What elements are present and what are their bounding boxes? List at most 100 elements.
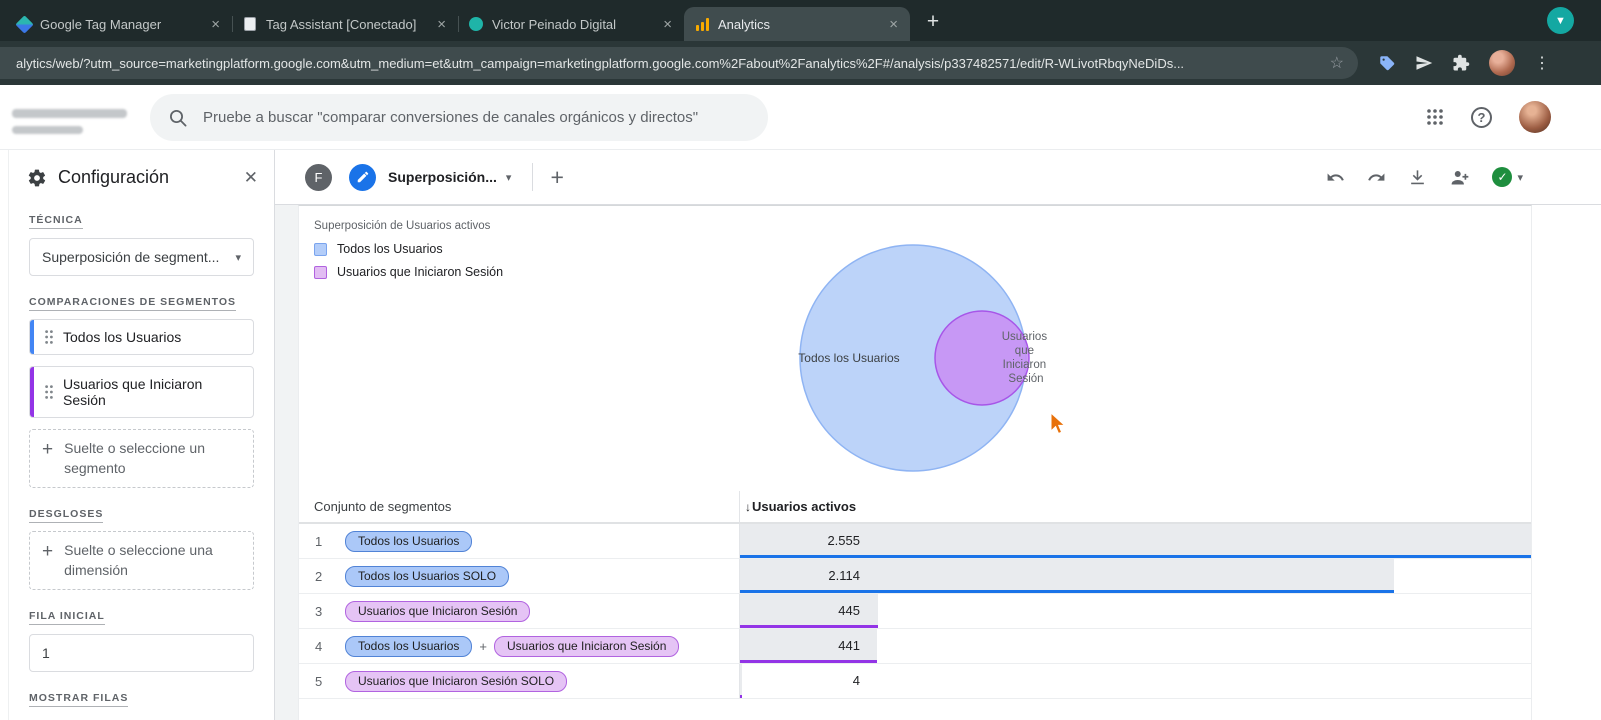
metric-cell: 2.114 (739, 559, 1531, 593)
undo-icon[interactable] (1326, 168, 1345, 187)
start-row-input[interactable]: 1 (29, 634, 254, 672)
table-row: 2Todos los Usuarios SOLO2.114 (299, 559, 1531, 594)
sort-descending-icon: ↓ (745, 500, 751, 514)
check-icon: ✓ (1492, 167, 1512, 187)
venn-diagram[interactable]: Todos los Usuarios Usuarios que Iniciaro… (769, 232, 1169, 482)
tab-title: Tag Assistant [Conectado] (266, 17, 427, 32)
segment-card-label: Todos los Usuarios (63, 329, 181, 345)
new-tab-button[interactable]: + (918, 7, 948, 37)
canvas-area: Superposición de Usuarios activos Todos … (275, 205, 1601, 720)
browser-tab-victor-peinado[interactable]: Victor Peinado Digital × (458, 7, 684, 41)
segment-card-all-users[interactable]: Todos los Usuarios (29, 319, 254, 355)
ga-account-avatar[interactable] (1519, 101, 1551, 133)
tab-title: Victor Peinado Digital (492, 17, 653, 32)
share-person-add-icon[interactable] (1449, 167, 1470, 188)
technique-section-label: TÉCNICA (29, 214, 254, 226)
segment-card-label: Usuarios que Iniciaron Sesión (63, 376, 223, 408)
plus-icon: + (42, 542, 53, 561)
metric-value: 2.555 (740, 524, 860, 558)
drag-handle-icon[interactable] (44, 384, 54, 400)
tab-close-icon[interactable]: × (887, 17, 900, 32)
tab-search-chevron-button[interactable]: ▼ (1547, 7, 1574, 34)
tag-extension-icon[interactable] (1378, 54, 1396, 72)
chart-title: Superposición de Usuarios activos (314, 220, 503, 232)
browser-profile-avatar[interactable] (1489, 50, 1515, 76)
tab-title: Analytics (718, 17, 879, 32)
segment-drop-zone[interactable]: + Suelte o seleccione un segmento (29, 429, 254, 488)
segment-table: Conjunto de segmentos ↓ Usuarios activos… (299, 491, 1531, 699)
mouse-cursor-icon (1047, 412, 1067, 436)
metric-column-header[interactable]: ↓ Usuarios activos (739, 491, 1531, 522)
extensions-puzzle-icon[interactable] (1452, 54, 1470, 72)
browser-menu-kebab-icon[interactable]: ⋮ (1534, 53, 1550, 73)
segment-chip[interactable]: Todos los Usuarios (345, 531, 472, 552)
panel-title: Configuración (58, 167, 169, 188)
site-favicon-icon (468, 16, 484, 32)
browser-tab-analytics-active[interactable]: Analytics × (684, 7, 910, 41)
url-text[interactable]: alytics/web/?utm_source=marketingplatfor… (16, 56, 1320, 71)
segment-chip[interactable]: Todos los Usuarios SOLO (345, 566, 509, 587)
edit-pencil-icon[interactable] (349, 164, 376, 191)
tab-close-icon[interactable]: × (209, 17, 222, 32)
metric-cell: 441 (739, 629, 1531, 663)
table-row: 4Todos los Usuarios+Usuarios que Iniciar… (299, 629, 1531, 664)
drop-zone-text: Suelte o seleccione una dimensión (64, 541, 241, 580)
venn-circle-logged-in[interactable] (935, 311, 1029, 405)
segment-card-logged-in-users[interactable]: Usuarios que Iniciaron Sesión (29, 366, 254, 418)
visualization-card: Superposición de Usuarios activos Todos … (298, 205, 1532, 720)
table-row: 3Usuarios que Iniciaron Sesión445 (299, 594, 1531, 629)
user-initial-avatar[interactable]: F (305, 164, 332, 191)
start-row-value: 1 (42, 645, 50, 661)
metric-value: 441 (740, 629, 860, 663)
row-index: 1 (299, 524, 345, 559)
search-icon (168, 108, 188, 128)
canvas-tab-title[interactable]: Superposición... (388, 169, 497, 185)
metric-value: 445 (740, 594, 860, 628)
approval-status-badge[interactable]: ✓ ▾ (1492, 167, 1523, 187)
table-header-row: Conjunto de segmentos ↓ Usuarios activos (299, 491, 1531, 524)
segment-chip[interactable]: Usuarios que Iniciaron Sesión (494, 636, 679, 657)
breakdowns-section-label: DESGLOSES (29, 508, 254, 520)
legend-label: Todos los Usuarios (337, 242, 443, 256)
table-row: 1Todos los Usuarios 2.555 (299, 524, 1531, 559)
drop-zone-text: Suelte o seleccione un segmento (64, 439, 234, 478)
send-extension-icon[interactable] (1415, 54, 1433, 72)
omnibox[interactable]: alytics/web/?utm_source=marketingplatfor… (0, 47, 1358, 79)
segment-chip[interactable]: Usuarios que Iniciaron Sesión (345, 601, 530, 622)
ga-search-bar[interactable]: Pruebe a buscar "comparar conversiones d… (150, 94, 768, 141)
help-icon[interactable]: ? (1471, 107, 1492, 128)
toolbar-divider (532, 163, 533, 191)
chip-plus-separator: + (479, 639, 487, 654)
exploration-toolbar: F Superposición... ▾ + ✓ ▾ (275, 150, 1601, 205)
chevron-down-icon[interactable]: ▾ (506, 171, 512, 184)
analytics-favicon-icon (694, 16, 710, 32)
tab-close-icon[interactable]: × (435, 17, 448, 32)
close-icon[interactable]: ✕ (244, 168, 258, 188)
chevron-down-icon[interactable]: ▾ (1517, 171, 1523, 184)
browser-tab-tag-assistant[interactable]: Tag Assistant [Conectado] × (232, 7, 458, 41)
segments-column-header[interactable]: Conjunto de segmentos (299, 499, 739, 514)
table-row: 5Usuarios que Iniciaron Sesión SOLO4 (299, 664, 1531, 699)
segment-chip[interactable]: Usuarios que Iniciaron Sesión SOLO (345, 671, 567, 692)
drag-handle-icon[interactable] (44, 329, 54, 345)
segment-chip[interactable]: Todos los Usuarios (345, 636, 472, 657)
configuration-panel: Configuración ✕ TÉCNICA Superposición de… (8, 150, 275, 720)
download-icon[interactable] (1408, 168, 1427, 187)
legend-item-logged-in: Usuarios que Iniciaron Sesión (314, 265, 503, 279)
segment-accent (30, 320, 34, 354)
exploration-main: F Superposición... ▾ + ✓ ▾ (275, 150, 1601, 720)
metric-cell: 445 (739, 594, 1531, 628)
segment-comparisons-label: COMPARACIONES DE SEGMENTOS (29, 296, 254, 308)
redo-icon[interactable] (1367, 168, 1386, 187)
tab-close-icon[interactable]: × (661, 17, 674, 32)
tab-title: Google Tag Manager (40, 17, 201, 32)
legend-swatch-purple (314, 266, 327, 279)
bookmark-star-icon[interactable]: ☆ (1330, 53, 1344, 73)
browser-omnibox-row: alytics/web/?utm_source=marketingplatfor… (0, 41, 1601, 85)
dimension-drop-zone[interactable]: + Suelte o seleccione una dimensión (29, 531, 254, 590)
browser-tab-gtm[interactable]: Google Tag Manager × (6, 7, 232, 41)
apps-grid-icon[interactable] (1426, 108, 1444, 126)
start-row-section-label: FILA INICIAL (29, 610, 254, 622)
add-canvas-tab-button[interactable]: + (550, 164, 563, 191)
technique-select[interactable]: Superposición de segment... ▾ (29, 238, 254, 276)
